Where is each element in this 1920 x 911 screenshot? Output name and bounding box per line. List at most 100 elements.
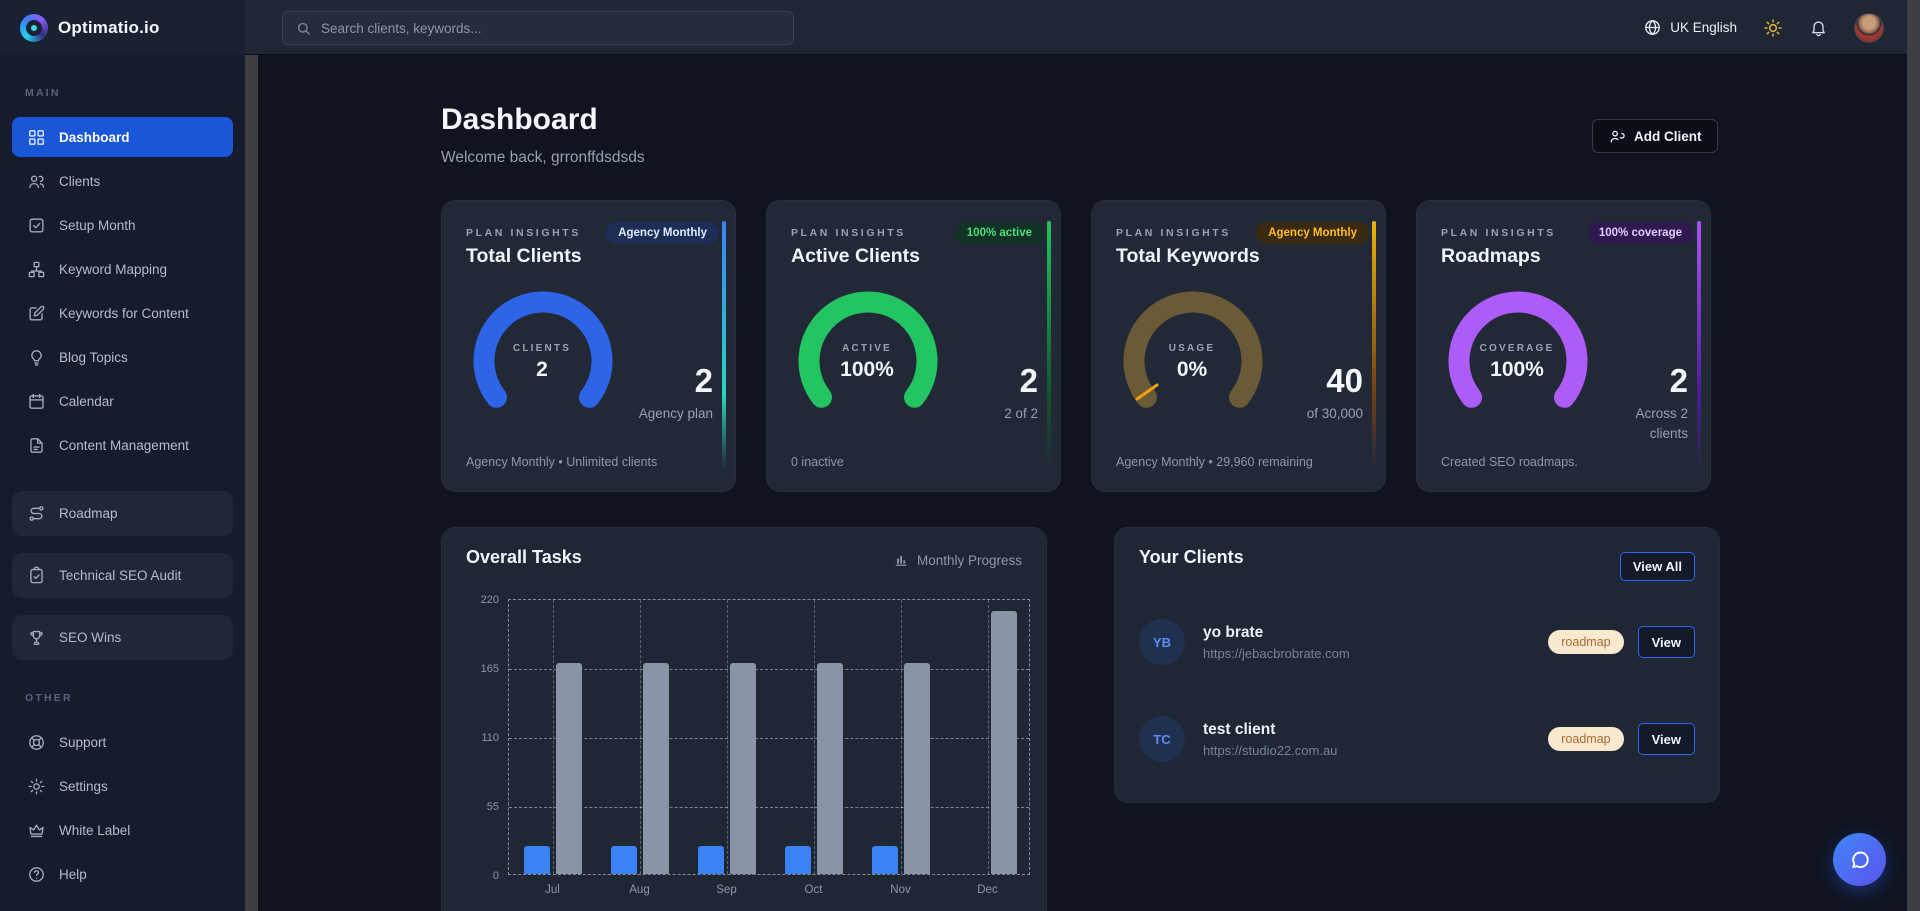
- sidebar-item-label: Technical SEO Audit: [59, 568, 182, 583]
- monthly-progress-label: Monthly Progress: [916, 552, 1022, 568]
- sidebar-section-other: OTHER: [25, 692, 73, 704]
- bar-monthly-gray: [990, 610, 1017, 874]
- search-input[interactable]: [321, 20, 781, 36]
- globe-icon: [1645, 19, 1661, 36]
- welcome-text: Welcome back, grronffdsdsds: [441, 149, 645, 166]
- card-footer: Agency Monthly • Unlimited clients: [466, 455, 658, 469]
- grid-icon: [29, 129, 44, 145]
- card-badge: Agency Monthly: [1256, 222, 1369, 244]
- sidebar-item-keyword-mapping[interactable]: Keyword Mapping: [12, 249, 233, 289]
- sidebar-item-seo-wins[interactable]: SEO Wins: [12, 615, 233, 660]
- bar-monthly-blue: [784, 846, 811, 874]
- sidebar-section-main: MAIN: [25, 87, 61, 99]
- sidebar-item-label: Setup Month: [59, 217, 136, 233]
- sidebar-item-label: Dashboard: [59, 129, 130, 145]
- stat-value: 2: [694, 362, 713, 399]
- sidebar-item-setup-month[interactable]: Setup Month: [12, 205, 233, 245]
- y-axis-tick: 0: [492, 870, 499, 882]
- sidebar-item-calendar[interactable]: Calendar: [12, 381, 233, 421]
- chat-bubble-icon: [1851, 851, 1869, 868]
- sidebar-featured-group: Roadmap Technical SEO Audit SEO Wins: [0, 491, 245, 660]
- overall-tasks-panel: Overall Tasks Monthly Progress 0 55 110 165…: [441, 527, 1047, 911]
- bar-monthly-gray: [555, 663, 582, 874]
- chart-gridline: [509, 738, 1029, 739]
- chat-fab-button[interactable]: [1833, 833, 1886, 886]
- card-side-stat: 2 2 of 2: [1004, 364, 1038, 424]
- chart-gridline: [813, 600, 815, 874]
- sidebar-item-label: Settings: [59, 778, 108, 794]
- view-all-button[interactable]: View All: [1619, 552, 1695, 581]
- sidebar-item-support[interactable]: Support: [12, 722, 233, 762]
- sidebar-item-technical-seo-audit[interactable]: Technical SEO Audit: [12, 553, 233, 598]
- sidebar-item-keywords-for-content[interactable]: Keywords for Content: [12, 293, 233, 333]
- sidebar-item-content-management[interactable]: Content Management: [12, 425, 233, 465]
- bar-monthly-gray: [903, 663, 930, 874]
- card-accent-strip: [1697, 221, 1701, 469]
- sidebar-scrollbar[interactable]: [245, 55, 258, 911]
- card-side-stat: 2 Agency plan: [639, 364, 713, 424]
- users-icon: [29, 175, 45, 188]
- sidebar-item-label: Support: [59, 734, 107, 750]
- bar-monthly-gray: [816, 663, 843, 874]
- bar-monthly-blue: [697, 846, 724, 874]
- sidebar-item-white-label[interactable]: White Label: [12, 810, 233, 850]
- card-eyebrow: PLAN INSIGHTS: [791, 227, 906, 239]
- card-accent-strip: [722, 221, 726, 469]
- sidebar-item-label: Clients: [59, 173, 101, 189]
- calendar-icon: [29, 393, 44, 409]
- client-tag-roadmap: roadmap: [1548, 727, 1624, 751]
- stat-sub: 2 of 2: [1004, 406, 1038, 421]
- sidebar-item-label: SEO Wins: [59, 630, 122, 645]
- sidebar-item-help[interactable]: Help: [12, 854, 233, 894]
- y-axis-tick: 55: [486, 801, 499, 813]
- gauge-progress-tick: [1135, 383, 1159, 401]
- global-search[interactable]: [282, 11, 794, 45]
- add-client-label: Add Client: [1634, 128, 1702, 144]
- gauge-center: USAGE 0%: [1092, 343, 1292, 382]
- add-client-button[interactable]: Add Client: [1592, 119, 1718, 153]
- crown-icon: [29, 824, 44, 837]
- stat-sub: Agency plan: [638, 406, 713, 421]
- sidebar-item-clients[interactable]: Clients: [12, 161, 233, 201]
- your-clients-panel: Your Clients View All YB yo brate https:…: [1114, 527, 1720, 803]
- sidebar-item-settings[interactable]: Settings: [12, 766, 233, 806]
- stat-sub: of 30,000: [1306, 406, 1363, 421]
- card-badge: 100% coverage: [1586, 222, 1694, 244]
- sidebar-item-label: Roadmap: [59, 506, 118, 521]
- gauge-arc: [473, 291, 613, 408]
- user-avatar[interactable]: [1854, 12, 1884, 43]
- y-axis-tick: 165: [480, 663, 499, 675]
- bar-monthly-blue: [871, 846, 898, 874]
- client-info: yo brate https://jebacbrobrate.com: [1203, 624, 1548, 661]
- gauge-value: 2: [536, 358, 548, 381]
- gauge-label: ACTIVE: [842, 343, 892, 354]
- view-client-button[interactable]: View: [1637, 723, 1695, 755]
- monthly-progress-toggle[interactable]: Monthly Progress: [893, 552, 1022, 568]
- x-axis-tick: Nov: [890, 884, 911, 896]
- gauge-label: COVERAGE: [1479, 343, 1555, 354]
- gauge-center: ACTIVE 100%: [767, 343, 967, 382]
- page-scrollbar[interactable]: [1907, 0, 1920, 911]
- sidebar-item-label: Keywords for Content: [59, 305, 189, 321]
- stat-value: 2: [1669, 362, 1688, 399]
- view-client-button[interactable]: View: [1637, 626, 1695, 658]
- sidebar: MAIN Dashboard Clients Setup Month Keywo…: [0, 55, 245, 911]
- client-row: TC test client https://studio22.com.au r…: [1139, 711, 1695, 767]
- sidebar-item-blog-topics[interactable]: Blog Topics: [12, 337, 233, 377]
- sidebar-item-roadmap[interactable]: Roadmap: [12, 491, 233, 536]
- client-name: test client: [1203, 720, 1276, 738]
- card-title: Roadmaps: [1441, 245, 1541, 267]
- chart-gridline: [509, 669, 1029, 670]
- bar-monthly-blue: [523, 846, 550, 874]
- chart-gridline: [552, 600, 554, 874]
- gear-icon: [28, 778, 45, 794]
- language-selector[interactable]: UK English: [1643, 18, 1737, 37]
- card-roadmaps: PLAN INSIGHTS 100% coverage Roadmaps COV…: [1416, 200, 1711, 492]
- notifications-button[interactable]: [1809, 18, 1828, 37]
- logo-text: Optimatio.io: [58, 17, 160, 37]
- lightbulb-icon: [31, 349, 42, 366]
- theme-toggle[interactable]: [1763, 18, 1783, 38]
- sidebar-item-dashboard[interactable]: Dashboard: [12, 117, 233, 157]
- client-avatar: YB: [1139, 619, 1185, 665]
